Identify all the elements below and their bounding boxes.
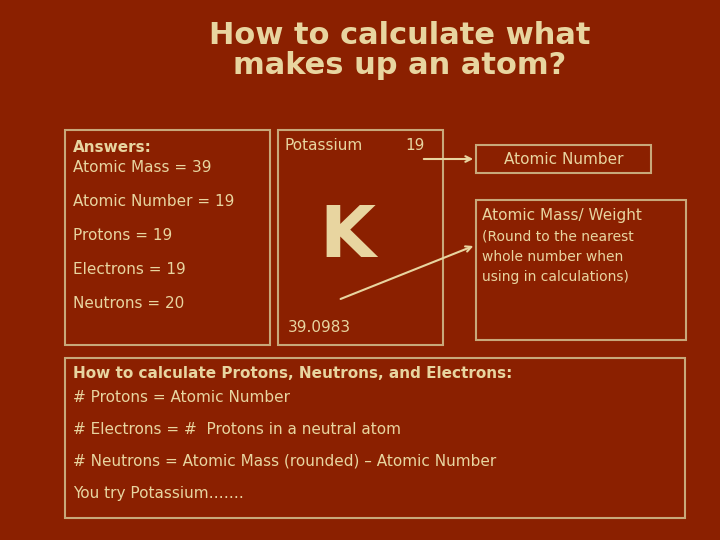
Text: # Electrons = #  Protons in a neutral atom: # Electrons = # Protons in a neutral ato…: [73, 422, 401, 437]
Bar: [65, 130, 270, 345]
Bar: [65, 358, 685, 518]
Bar: [476, 200, 686, 340]
Text: How to calculate Protons, Neutrons, and Electrons:: How to calculate Protons, Neutrons, and …: [73, 366, 513, 381]
Text: Protons = 19: Protons = 19: [73, 228, 172, 243]
Text: How to calculate what: How to calculate what: [210, 21, 590, 50]
Text: 19: 19: [405, 138, 425, 153]
Text: Atomic Mass/ Weight: Atomic Mass/ Weight: [482, 208, 642, 223]
Bar: [278, 130, 443, 345]
Text: You try Potassium…….: You try Potassium…….: [73, 486, 244, 501]
Bar: [476, 145, 651, 173]
Text: Answers:: Answers:: [73, 140, 152, 155]
Text: Neutrons = 20: Neutrons = 20: [73, 296, 184, 311]
Text: Atomic Number = 19: Atomic Number = 19: [73, 194, 235, 209]
Text: Atomic Mass = 39: Atomic Mass = 39: [73, 160, 212, 175]
Text: # Protons = Atomic Number: # Protons = Atomic Number: [73, 390, 290, 405]
Text: (Round to the nearest: (Round to the nearest: [482, 230, 634, 244]
Text: Atomic Number: Atomic Number: [504, 152, 624, 166]
Text: # Neutrons = Atomic Mass (rounded) – Atomic Number: # Neutrons = Atomic Mass (rounded) – Ato…: [73, 454, 496, 469]
Text: K: K: [319, 203, 375, 272]
Text: makes up an atom?: makes up an atom?: [233, 51, 567, 79]
Text: Electrons = 19: Electrons = 19: [73, 262, 186, 277]
Text: using in calculations): using in calculations): [482, 270, 629, 284]
Text: Potassium: Potassium: [284, 138, 362, 153]
Text: 39.0983: 39.0983: [288, 320, 351, 335]
Text: whole number when: whole number when: [482, 250, 624, 264]
